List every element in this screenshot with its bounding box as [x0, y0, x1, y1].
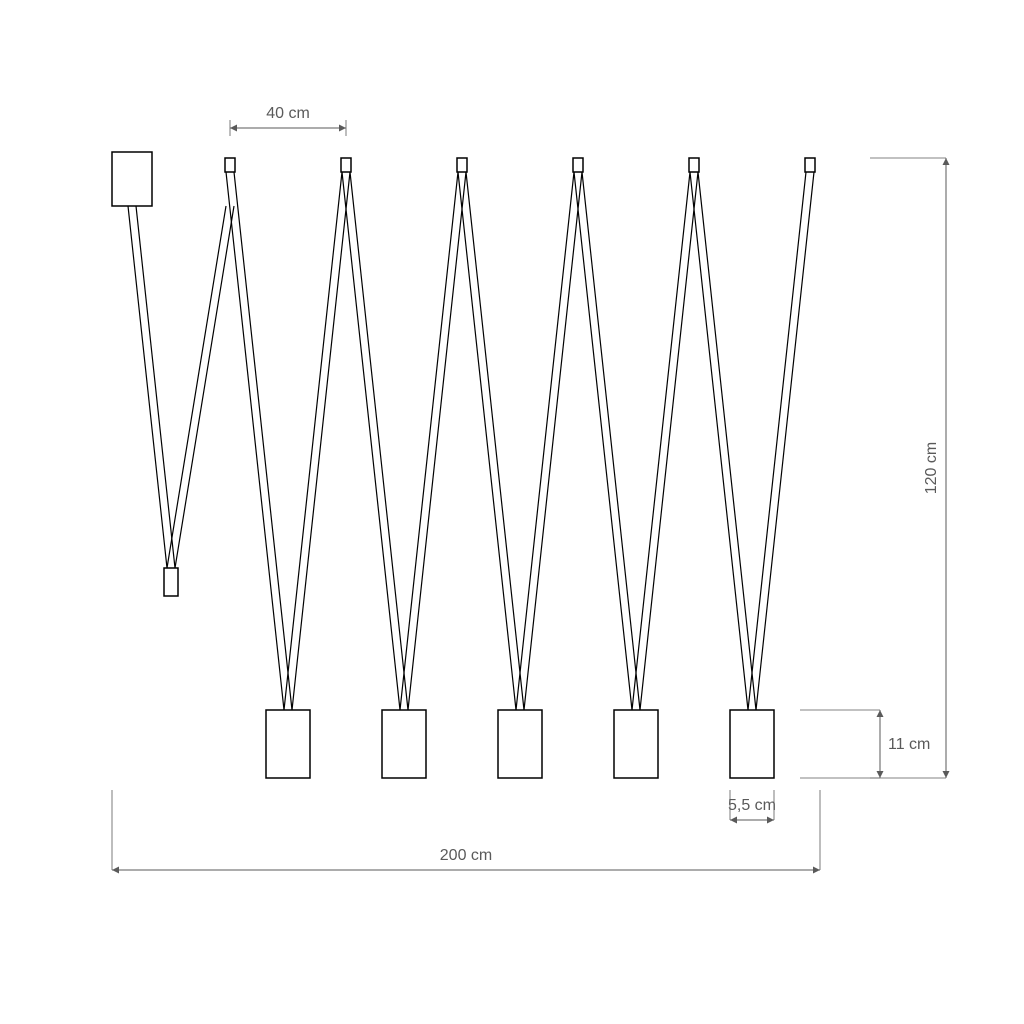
cord [292, 172, 350, 710]
dim-arrow [943, 158, 950, 165]
dim-label-total-w: 200 cm [440, 847, 492, 864]
dim-label-lamp-w: 5,5 cm [728, 797, 776, 814]
lamp-shade [614, 710, 658, 778]
cord [128, 206, 167, 568]
cord [516, 172, 574, 710]
cord [400, 172, 458, 710]
dim-arrow [230, 125, 237, 132]
cord [167, 206, 226, 568]
cord [226, 172, 284, 710]
cord [640, 172, 698, 710]
dim-arrow [943, 771, 950, 778]
cord [466, 172, 524, 710]
cord [342, 172, 400, 710]
ceiling-clip [689, 158, 699, 172]
lamp-shade [498, 710, 542, 778]
ceiling-clip [573, 158, 583, 172]
lamp-shade [382, 710, 426, 778]
ceiling-clip [457, 158, 467, 172]
dim-arrow [767, 817, 774, 824]
dim-arrow [339, 125, 346, 132]
cord [234, 172, 292, 710]
canopy-box [112, 152, 152, 206]
cord [175, 206, 234, 568]
cord [756, 172, 814, 710]
ceiling-clip [225, 158, 235, 172]
lamp-shade [730, 710, 774, 778]
cord [574, 172, 632, 710]
dim-label-spacing: 40 cm [266, 105, 310, 122]
cord [632, 172, 690, 710]
ceiling-clip [341, 158, 351, 172]
cord [748, 172, 806, 710]
cord [582, 172, 640, 710]
dim-arrow [813, 867, 820, 874]
cord [524, 172, 582, 710]
cord [408, 172, 466, 710]
cord [698, 172, 756, 710]
ceiling-clip [805, 158, 815, 172]
dim-arrow [877, 771, 884, 778]
dim-label-lamp-h: 11 cm [888, 736, 930, 753]
cord [458, 172, 516, 710]
cord [284, 172, 342, 710]
dim-arrow [112, 867, 119, 874]
cord [136, 206, 175, 568]
dim-label-height: 120 cm [923, 442, 940, 494]
lamp-shade [266, 710, 310, 778]
small-pendant [164, 568, 178, 596]
cord [690, 172, 748, 710]
cord [350, 172, 408, 710]
dim-arrow [877, 710, 884, 717]
technical-drawing: 40 cm 120 cm 11 cm 5,5 cm 200 cm [0, 0, 1024, 1024]
dim-arrow [730, 817, 737, 824]
